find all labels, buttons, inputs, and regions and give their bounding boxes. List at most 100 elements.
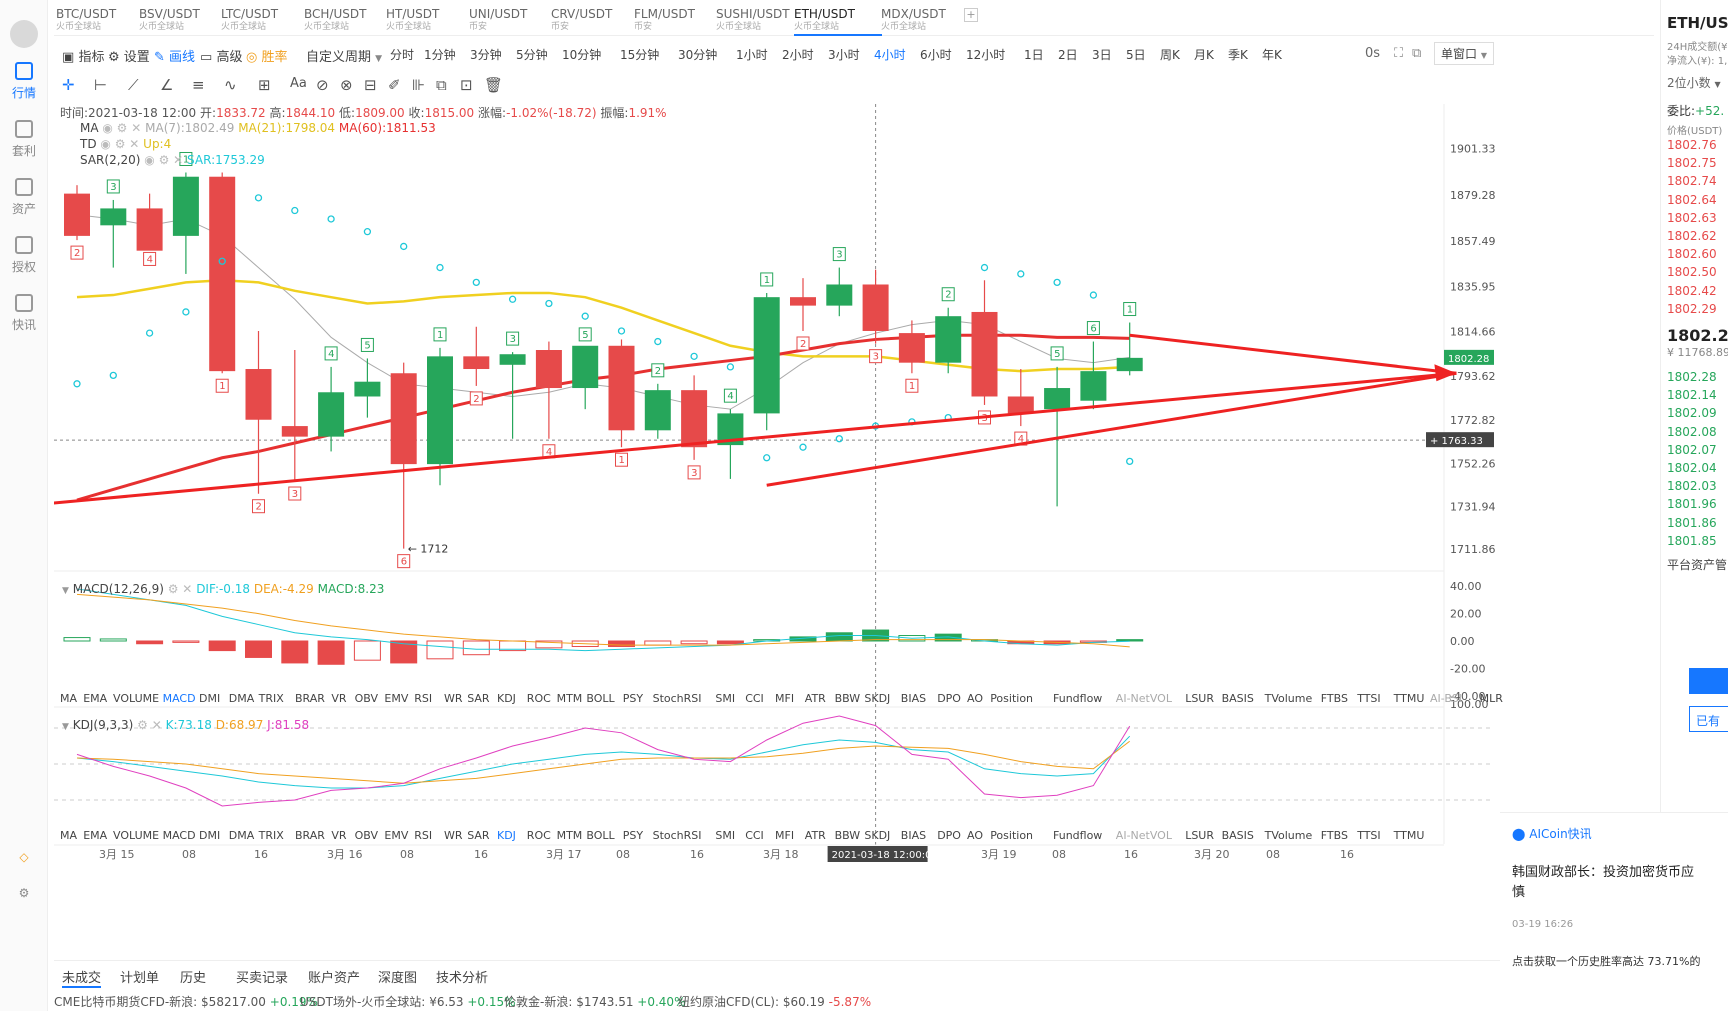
symbol-tab[interactable]: FLM/USDT 币安 [634,8,722,36]
owned-button[interactable]: 已有 [1689,706,1728,732]
indicator-tab[interactable]: WR [444,829,463,842]
period-option[interactable]: 周K [1160,48,1180,62]
symbol-tab[interactable]: SUSHI/USDT 火币全球站 [716,8,804,36]
ask-price[interactable]: 1802.76 [1667,138,1717,152]
news-headline-cont[interactable]: 慎 [1512,885,1526,900]
fullscreen-icon[interactable]: ⛶ [1394,46,1404,61]
indicator-tab[interactable]: DMI [199,829,220,842]
ruler-icon[interactable]: ⊟ [364,76,377,94]
indicator-tab[interactable]: MACD [163,692,196,705]
macd-legend[interactable]: ▼ MACD(12,26,9) ⚙ ✕ DIF:-0.18 DEA:-4.29 … [62,582,384,596]
app-logo-icon[interactable] [10,20,38,48]
indicator-tab[interactable]: SKDJ [864,692,890,705]
ma-legend[interactable]: MA ◉ ⚙ ✕ MA(7):1802.49 MA(21):1798.04 MA… [80,121,436,135]
tab-trade-records[interactable]: 买卖记录 [236,971,289,986]
indicator-tab[interactable]: SKDJ [864,829,890,842]
eye-icon[interactable]: ◉ ⚙ ✕ [144,153,184,167]
indicator-tab[interactable]: Fundflow [1053,692,1102,705]
period-option[interactable]: 3小时 [828,48,860,62]
bid-price[interactable]: 1802.14 [1667,388,1717,403]
collapse-caret-icon[interactable]: ▼ [62,722,69,732]
kline-chart[interactable]: 1901.33 1879.28 1857.49 1835.95 1814.66 1793.… [54,104,1654,964]
period-option[interactable]: 1分钟 [424,48,456,62]
indicator-tab[interactable]: CCI [745,829,764,842]
sar-legend[interactable]: SAR(2,20) ◉ ⚙ ✕ SAR:1753.29 [80,153,265,167]
indicator-tab[interactable]: VOLUME [113,829,159,842]
grid-icon[interactable]: ⊞ [258,76,271,94]
indicator-tab[interactable]: MFI [775,829,794,842]
settings-button[interactable]: ⚙ 设置 [108,46,150,65]
wave-icon[interactable]: ∿ [224,76,237,94]
indicator-tab[interactable]: DPO [937,692,961,705]
indicator-tab[interactable]: StochRSI [653,829,702,842]
indicator-tab[interactable]: StochRSI [653,692,702,705]
indicator-tab[interactable]: ROC [527,692,551,705]
period-option[interactable]: 1日 [1024,48,1044,62]
period-option[interactable]: 12小时 [966,48,1006,62]
indicator-tab[interactable]: MTM [557,829,583,842]
eye-icon[interactable]: ◉ ⚙ ✕ [102,121,142,135]
text-tool-icon[interactable]: Aa [290,76,307,91]
indicator-tab[interactable]: AO [967,692,983,705]
period-option[interactable]: 10分钟 [562,48,602,62]
period-option[interactable]: 月K [1194,48,1214,62]
period-option[interactable]: 1小时 [736,48,768,62]
bid-price[interactable]: 1802.03 [1667,479,1717,494]
indicator-tab[interactable]: TVolume [1264,692,1313,705]
indicator-tab[interactable]: BASIS [1222,829,1254,842]
tab-open-orders[interactable]: 未成交 [62,967,102,988]
buy-button[interactable] [1689,668,1728,694]
indicator-tab[interactable]: RSI [414,829,432,842]
ask-price[interactable]: 1802.63 [1667,210,1717,225]
indicator-tab[interactable]: Position [990,829,1033,842]
ticker-item[interactable]: 纽约原油CFD(CL): $60.19 -5.87% [678,993,871,1010]
period-option[interactable]: 5分钟 [516,48,548,62]
period-option[interactable]: 15分钟 [620,48,660,62]
indicator-tab[interactable]: ATR [805,692,826,705]
ask-price[interactable]: 1802.64 [1667,192,1717,207]
indicator-tab[interactable]: Fundflow [1053,829,1102,842]
period-option[interactable]: 5日 [1126,48,1146,62]
period-option[interactable]: 年K [1262,48,1282,62]
period-option[interactable]: 3分钟 [470,48,502,62]
screenshot-icon[interactable]: ⊡ [460,76,473,94]
indicator-tab[interactable]: MLR [1480,692,1504,705]
news-headline[interactable]: 韩国财政部长：投资加密货币应 [1512,865,1695,880]
indicator-tab[interactable]: SAR [467,829,490,842]
bid-price[interactable]: 1801.86 [1667,515,1717,530]
ask-price[interactable]: 1802.62 [1667,229,1717,243]
indicator-tab[interactable]: TTSI [1356,692,1380,705]
window-mode-dropdown[interactable]: 单窗口 ▼ [1434,42,1494,65]
indicator-tab[interactable]: LSUR [1185,692,1214,705]
indicator-tab[interactable]: TTSI [1356,829,1380,842]
indicator-tab[interactable]: ATR [805,829,826,842]
nav-item-assets[interactable]: 资产 [0,178,48,217]
parallel-lines-icon[interactable]: ≡ [192,76,205,94]
bid-price[interactable]: 1801.85 [1667,533,1717,548]
indicator-tab[interactable]: EMA [83,692,107,705]
ticker-item[interactable]: CME比特币期货CFD-新浪: $58217.00 +0.19% [54,993,318,1010]
indicator-tab[interactable]: SMI [715,829,735,842]
period-option[interactable]: 3日 [1092,48,1112,62]
trendline-icon[interactable]: ⟋ [128,76,139,94]
tab-depth[interactable]: 深度图 [378,971,418,986]
nav-item-market[interactable]: 行情 [0,62,48,101]
tab-technical[interactable]: 技术分析 [436,971,489,986]
winrate-button[interactable]: ◎ 胜率 [246,46,288,65]
decimals-dropdown[interactable]: 2位小数 ▼ [1667,74,1721,91]
collapse-caret-icon[interactable]: ▼ [62,586,69,596]
indicator-tab[interactable]: BRAR [295,692,325,705]
indicator-tab[interactable]: VR [331,829,347,842]
indicator-button[interactable]: ▣ 指标 [62,46,104,65]
indicator-tab[interactable]: AI-BSI [1430,692,1462,705]
indicator-tab[interactable]: KDJ [497,829,516,842]
indicator-tab[interactable]: BOLL [586,692,615,705]
indicator-tab[interactable]: BASIS [1222,692,1254,705]
ask-price[interactable]: 1802.50 [1667,265,1717,280]
indicator-tab[interactable]: Position [990,692,1033,705]
fib-icon[interactable]: ⊘ [316,76,329,94]
indicator-tab[interactable]: TRIX [258,829,285,842]
indicator-tab[interactable]: MA [60,692,77,705]
indicator-tab[interactable]: ROC [527,829,551,842]
symbol-tab[interactable]: CRV/USDT 币安 [551,8,639,36]
